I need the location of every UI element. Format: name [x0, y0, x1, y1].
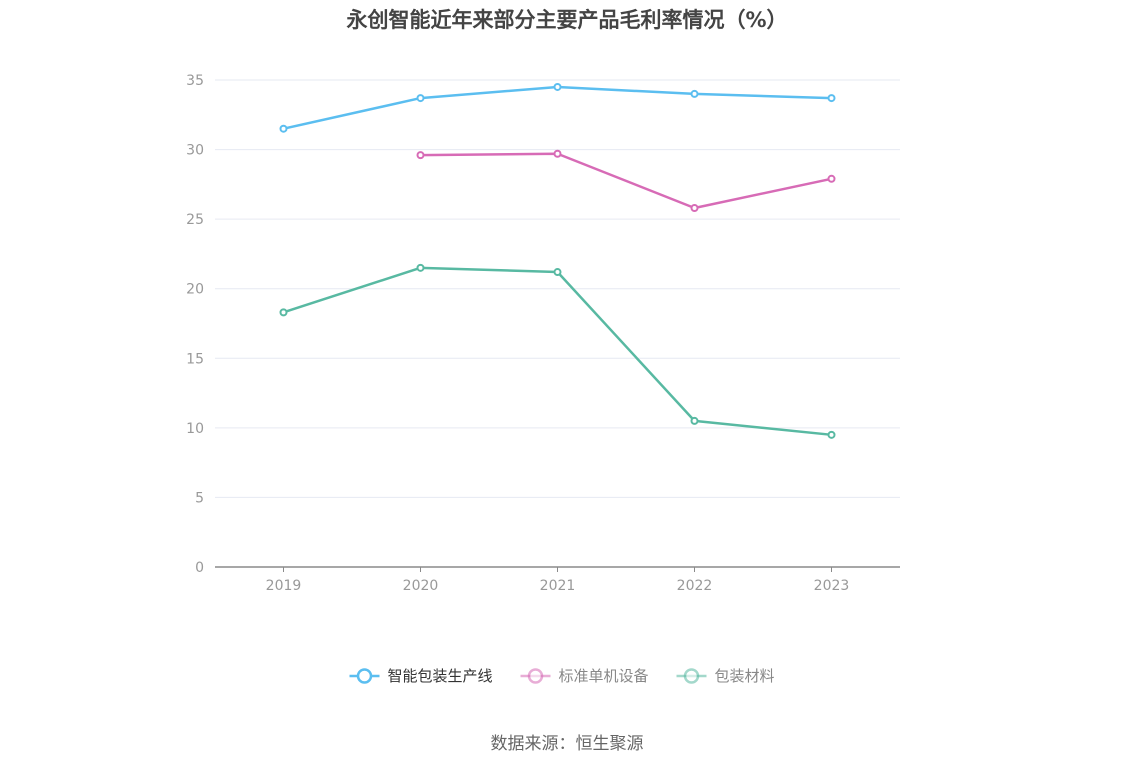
series-line: [283, 85, 832, 130]
series-2: [279, 263, 836, 439]
axes: 0 5 10 15 20 25 30 35 2019 2020 2021 2022 2023: [186, 73, 900, 594]
data-point: [553, 149, 562, 158]
x-tick-label: 2019: [266, 578, 302, 594]
legend-marker: [356, 668, 373, 684]
data-point: [553, 268, 562, 277]
legend-marker: [683, 668, 700, 684]
y-tick-label: 5: [195, 490, 204, 506]
x-tick-label: 2023: [814, 578, 850, 594]
data-point: [690, 204, 699, 213]
grid-lines: [215, 79, 900, 498]
data-point: [690, 89, 699, 98]
series-1: [416, 149, 836, 213]
x-tick-label: 2020: [403, 578, 439, 594]
data-point: [690, 416, 699, 425]
series-line: [420, 152, 832, 210]
legend[interactable]: 智能包装生产线 标准单机设备 包装材料: [349, 667, 775, 685]
data-point: [416, 151, 425, 160]
series-0: [279, 82, 836, 133]
data-point: [827, 430, 836, 439]
data-point: [827, 174, 836, 183]
data-source-note: 数据来源：恒生聚源: [490, 734, 644, 754]
y-tick-label: 15: [186, 351, 204, 367]
x-tick-label: 2022: [677, 578, 713, 594]
legend-label: 包装材料: [715, 667, 775, 685]
y-tick-label: 25: [186, 212, 204, 228]
legend-label: 标准单机设备: [559, 667, 649, 685]
y-tick-label: 0: [195, 560, 204, 576]
y-tick-label: 35: [186, 73, 204, 89]
legend-label: 智能包装生产线: [388, 667, 493, 685]
legend-item-0[interactable]: 智能包装生产线: [349, 667, 493, 685]
legend-item-1[interactable]: 标准单机设备: [520, 667, 649, 685]
data-point: [827, 94, 836, 103]
data-point: [279, 308, 288, 317]
series-line: [283, 266, 832, 437]
x-tick-label: 2021: [540, 578, 576, 594]
data-point: [416, 94, 425, 103]
y-tick-label: 20: [186, 282, 204, 298]
legend-item-2[interactable]: 包装材料: [676, 667, 775, 685]
data-point: [279, 124, 288, 133]
series-lines: [279, 82, 836, 439]
y-tick-label: 30: [186, 143, 204, 159]
data-point: [416, 263, 425, 272]
chart-title: 永创智能近年来部分主要产品毛利率情况（%）: [346, 8, 788, 32]
y-tick-label: 10: [186, 421, 204, 437]
data-point: [553, 82, 562, 91]
legend-marker: [527, 668, 544, 684]
